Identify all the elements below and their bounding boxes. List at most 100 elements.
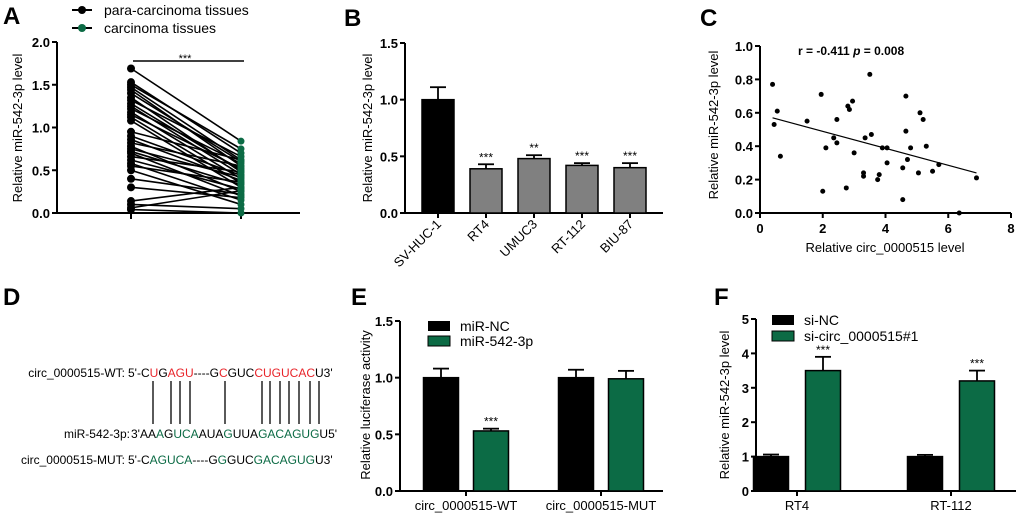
carcinoma-point: [237, 187, 245, 195]
carcinoma-point: [237, 162, 245, 170]
pair-line: [130, 67, 242, 142]
y-tick-label-c: 0.0: [735, 206, 753, 221]
sequence-segment: GACAGUG: [254, 453, 315, 467]
sequence-segment: 3'AA: [131, 427, 156, 441]
legend-swatch-mir-542: [427, 335, 451, 347]
scatter-point: [884, 160, 890, 166]
sequence-segment: ----G: [192, 453, 217, 467]
legend-label-mir-542: miR-542-3p: [460, 333, 533, 349]
sequence-segment: 5'-C: [128, 453, 150, 467]
scatter-point: [850, 98, 856, 104]
legend-label-mir-nc: miR-NC: [460, 318, 510, 334]
panel-label-b: B: [344, 5, 361, 32]
sequence-segment: UCA: [173, 427, 198, 441]
y-tick-label-a: 1.0: [32, 121, 50, 136]
y-tick-label-b: 1.5: [380, 36, 398, 51]
y-axis-label-f: Relative miR-542-3p level: [717, 330, 732, 479]
scatter-point: [917, 110, 923, 116]
scatter-point: [820, 188, 826, 194]
bar-f-treatment: [958, 380, 996, 492]
legend-e: miR-NC miR-542-3p: [427, 318, 533, 349]
bar-f-control: [906, 455, 944, 492]
y-tick-label-c: 0.6: [735, 106, 753, 121]
para-point: [127, 174, 135, 183]
legend-label-carcinoma: carcinoma tissues: [104, 20, 216, 36]
carcinoma-point: [237, 173, 245, 181]
legend-swatch-si-nc: [772, 315, 794, 325]
scatter-point: [868, 132, 874, 138]
pair-line: [130, 113, 242, 170]
bar-biu-87: [613, 166, 647, 214]
bar-e-treatment: [472, 430, 510, 492]
legend-a: para-carcinoma tissues carcinoma tissues: [72, 2, 249, 36]
pair-line: [130, 148, 242, 178]
sequence-segment: GUC: [228, 366, 255, 380]
bar-e-treatment: [607, 378, 645, 492]
sequence-segment: AGU: [168, 366, 194, 380]
sequence-segment: U3': [315, 453, 333, 467]
sequence-segment: G: [218, 453, 227, 467]
wt-sequence: 5'-CUGAGU----GCGUCCUGUCACU3': [128, 366, 333, 380]
y-tick-label-f: 3: [742, 381, 749, 396]
scatter-point: [936, 162, 942, 168]
scatter-point: [879, 145, 885, 151]
scatter-point: [930, 168, 936, 174]
bar-umuc3: [517, 157, 551, 214]
panel-label-e: E: [351, 284, 367, 311]
scatter-point: [861, 173, 867, 179]
mir-label: miR-542-3p:: [64, 427, 130, 441]
scatter-point: [956, 210, 962, 216]
carcinoma-point: [237, 156, 245, 164]
scatter-point: [770, 81, 776, 87]
carcinoma-point: [237, 145, 245, 153]
x-tick-label-b: UMUC3: [497, 217, 540, 260]
panel-label-f: F: [714, 284, 729, 311]
y-tick-label-b: 0.0: [380, 206, 398, 221]
sequence-segment: U5': [319, 427, 337, 441]
scatter-point: [903, 93, 909, 99]
sequence-segment: G: [223, 427, 232, 441]
bar-rt4: [469, 168, 503, 214]
y-axis-label-e: Relative luciferase activity: [358, 330, 373, 480]
scatter-point: [834, 140, 840, 146]
scatter-point: [915, 170, 921, 176]
pair-line: [130, 142, 242, 167]
sequence-segment: 5'-C: [128, 366, 150, 380]
regression-line: [772, 117, 977, 174]
mir-sequence: 3'AAAGUCAAUAGUUAGACAGUGU5': [131, 427, 337, 441]
scatter-point: [843, 185, 849, 191]
sequence-segment: UUA: [233, 427, 258, 441]
mut-label: circ_0000515-MUT:: [21, 453, 125, 467]
sequence-segment: G: [158, 366, 167, 380]
sequence-segment: U3': [315, 366, 333, 380]
legend-label-para: para-carcinoma tissues: [104, 2, 249, 18]
scatter-point: [823, 145, 829, 151]
y-tick-label-a: 1.5: [32, 78, 50, 93]
pair-line: [130, 165, 242, 184]
correlation-annotation: r = -0.411 p = 0.008: [798, 44, 904, 58]
scatter-point: [771, 121, 777, 127]
pair-line: [130, 178, 242, 195]
scatter-point: [923, 143, 929, 149]
pair-line: [130, 186, 242, 202]
pair-line: [130, 84, 242, 150]
pair-line: [130, 131, 242, 161]
sequence-segment: A: [156, 427, 164, 441]
bar-sv-huc-1: [421, 98, 455, 214]
x-tick-label-c: 6: [945, 221, 952, 236]
y-tick-label-f: 2: [742, 415, 749, 430]
scatter-point: [818, 91, 824, 97]
y-tick-label-e: 0.0: [375, 484, 393, 499]
significance-e: ***: [484, 415, 498, 429]
para-point: [127, 166, 135, 175]
sequence-segment: U: [150, 366, 159, 380]
scatter-point: [846, 106, 852, 112]
sequence-segment: AGUCA: [150, 453, 193, 467]
x-tick-label-c: 0: [756, 221, 763, 236]
y-tick-label-e: 1.0: [375, 371, 393, 386]
y-tick-label-f: 0: [742, 484, 749, 499]
panel-a-plot: 0.0 0.5 1.0 1.5 2.0: [32, 35, 300, 221]
x-tick-label-b: RT4: [464, 217, 492, 245]
panel-b-plot: 0.0 0.5 1.0 1.5 SV-HUC-1 *** RT4 ** UMUC3 *** RT-1…: [380, 36, 663, 270]
